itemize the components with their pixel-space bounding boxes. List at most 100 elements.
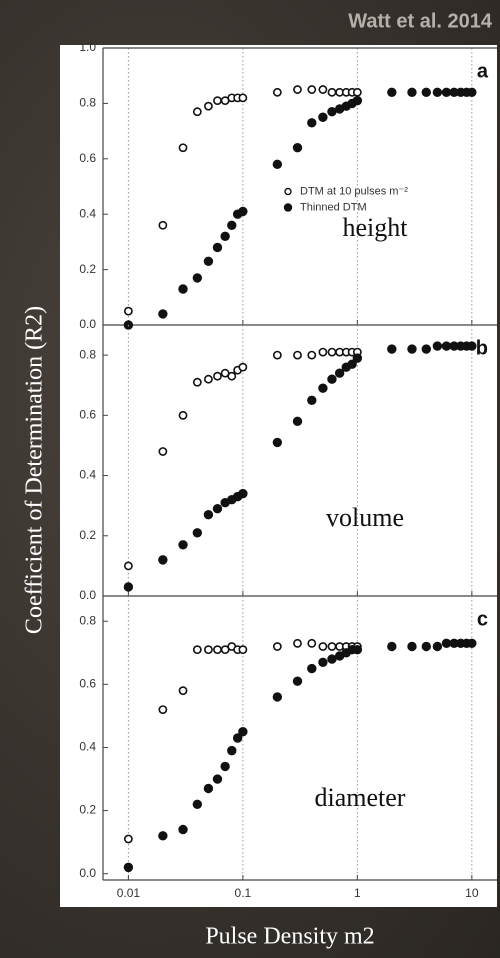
open-point bbox=[213, 645, 222, 655]
filled-point bbox=[192, 528, 203, 538]
open-point bbox=[293, 638, 302, 648]
open-point bbox=[204, 645, 213, 655]
open-point bbox=[318, 347, 328, 357]
filled-point bbox=[292, 143, 303, 153]
open-point bbox=[158, 220, 168, 230]
y-tick-label: 0.0 bbox=[79, 866, 96, 880]
filled-point bbox=[387, 641, 397, 652]
filled-point bbox=[238, 488, 248, 499]
filled-point bbox=[441, 87, 452, 98]
filled-point bbox=[327, 374, 337, 384]
open-point bbox=[293, 85, 302, 94]
open-point bbox=[318, 642, 328, 651]
filled-point bbox=[407, 87, 417, 98]
y-tick-label: 0.0 bbox=[79, 317, 96, 331]
open-point bbox=[178, 410, 188, 420]
filled-point bbox=[352, 95, 363, 106]
x-tick-label: 0.1 bbox=[235, 886, 252, 900]
filled-point bbox=[467, 638, 477, 649]
filled-point bbox=[318, 383, 328, 393]
filled-point bbox=[441, 341, 452, 351]
filled-point bbox=[212, 503, 223, 514]
open-point bbox=[213, 371, 222, 381]
open-point bbox=[307, 350, 317, 360]
filled-point bbox=[227, 220, 237, 230]
open-point bbox=[327, 87, 337, 97]
open-point bbox=[192, 645, 202, 655]
y-tick-label: 0.4 bbox=[79, 740, 96, 754]
annotation: height bbox=[343, 213, 409, 242]
filled-point bbox=[232, 733, 243, 743]
y-tick-label: 0.2 bbox=[79, 528, 96, 542]
filled-point bbox=[203, 256, 214, 266]
filled-point bbox=[192, 799, 203, 809]
open-point bbox=[272, 87, 282, 97]
filled-point bbox=[407, 344, 417, 354]
annotation: diameter bbox=[315, 783, 406, 812]
filled-point bbox=[292, 416, 303, 427]
open-point bbox=[307, 638, 317, 648]
filled-point bbox=[347, 359, 357, 369]
source-title: Watt et al. 2014 bbox=[348, 10, 493, 32]
filled-point bbox=[467, 341, 477, 351]
open-point bbox=[318, 85, 328, 94]
filled-point bbox=[272, 159, 283, 170]
open-point bbox=[238, 645, 248, 655]
open-point bbox=[213, 96, 222, 106]
y-tick-label: 0.4 bbox=[79, 468, 96, 482]
y-tick-label: 0.8 bbox=[79, 347, 96, 361]
filled-point bbox=[178, 824, 188, 835]
filled-point bbox=[158, 555, 168, 565]
filled-point bbox=[307, 663, 317, 674]
x-tick-label: 10 bbox=[465, 886, 479, 900]
filled-point bbox=[212, 774, 223, 784]
open-point bbox=[352, 87, 362, 97]
filled-point bbox=[421, 344, 431, 354]
open-point bbox=[192, 377, 202, 387]
x-axis-label: Pulse Density m2 bbox=[205, 924, 374, 950]
filled-point bbox=[212, 242, 223, 253]
open-point bbox=[272, 350, 282, 360]
filled-point bbox=[292, 676, 303, 686]
filled-point bbox=[432, 87, 443, 98]
open-point bbox=[158, 447, 168, 456]
open-point bbox=[158, 705, 168, 714]
filled-point bbox=[327, 107, 337, 117]
open-point bbox=[123, 561, 133, 571]
y-tick-label: 0.6 bbox=[79, 151, 96, 165]
filled-point bbox=[220, 231, 230, 242]
filled-point bbox=[123, 582, 134, 592]
annotation: volume bbox=[326, 503, 404, 532]
filled-point bbox=[203, 783, 214, 794]
filled-point bbox=[467, 87, 477, 98]
filled-point bbox=[432, 641, 443, 652]
filled-point bbox=[307, 118, 317, 128]
panel-label: a bbox=[477, 60, 489, 82]
filled-point bbox=[387, 87, 397, 98]
filled-point bbox=[421, 641, 431, 652]
open-point bbox=[272, 642, 282, 651]
y-axis-label: Coefficient of Determination (R2) bbox=[22, 306, 48, 634]
legend-marker bbox=[284, 187, 292, 196]
filled-point bbox=[203, 510, 214, 520]
legend-label: DTM at 10 pulses m⁻² bbox=[300, 185, 408, 197]
open-point bbox=[204, 374, 213, 384]
y-tick-label: 0.6 bbox=[79, 408, 96, 422]
filled-point bbox=[178, 540, 188, 550]
plot-background bbox=[60, 45, 497, 907]
open-point bbox=[293, 350, 302, 360]
filled-point bbox=[327, 654, 337, 664]
x-tick-label: 1 bbox=[354, 886, 361, 900]
open-point bbox=[307, 85, 317, 94]
filled-point bbox=[307, 395, 317, 405]
y-tick-label: 0.0 bbox=[79, 588, 96, 602]
filled-point bbox=[158, 831, 168, 841]
y-tick-label: 0.6 bbox=[79, 677, 96, 691]
filled-point bbox=[220, 761, 230, 772]
filled-point bbox=[238, 206, 248, 217]
open-point bbox=[123, 834, 133, 844]
y-tick-label: 0.4 bbox=[79, 206, 96, 220]
filled-point bbox=[387, 344, 397, 354]
filled-point bbox=[272, 437, 283, 448]
